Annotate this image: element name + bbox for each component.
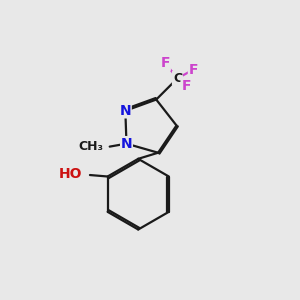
- Text: F: F: [182, 79, 191, 93]
- Text: N: N: [121, 137, 132, 151]
- Text: HO: HO: [58, 167, 82, 181]
- Text: F: F: [189, 62, 198, 76]
- Text: C: C: [173, 72, 182, 85]
- Text: F: F: [160, 56, 170, 70]
- Text: N: N: [119, 104, 131, 118]
- Text: CH₃: CH₃: [78, 140, 103, 153]
